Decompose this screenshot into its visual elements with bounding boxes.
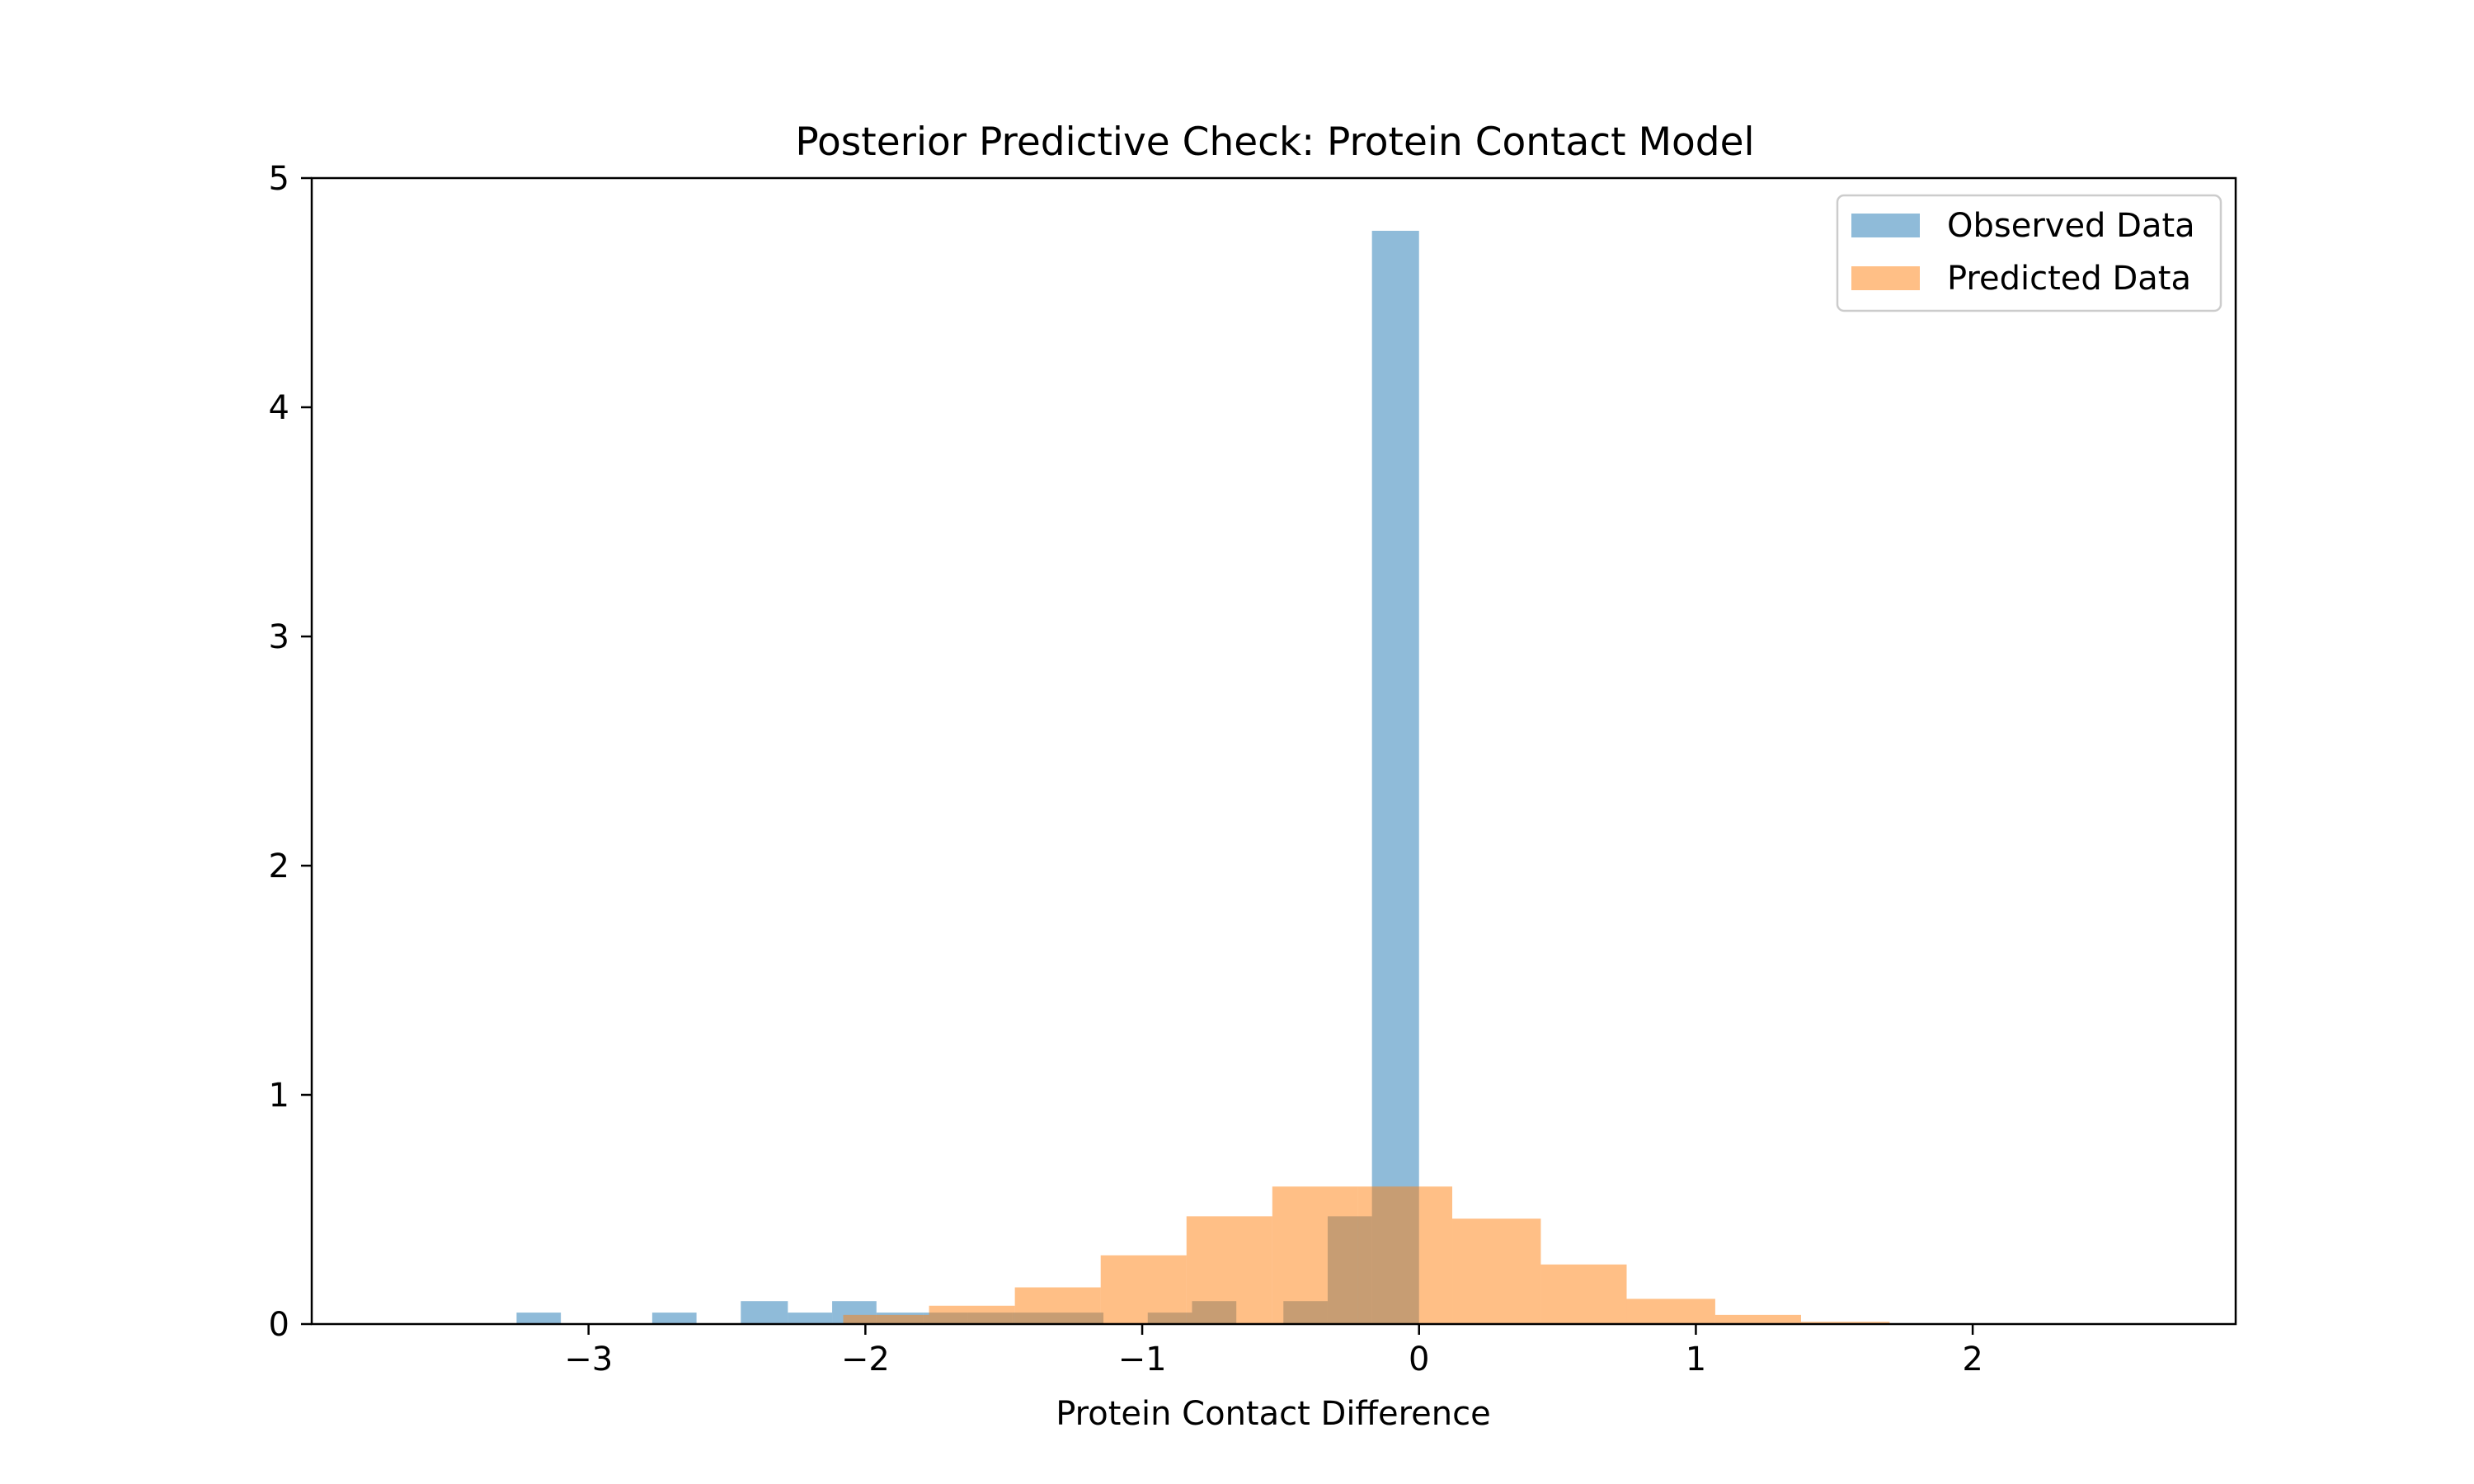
legend-box bbox=[1836, 194, 2222, 312]
bar-series-1-bin-2 bbox=[651, 1313, 697, 1324]
bar-series-2-bin-2 bbox=[929, 1305, 1015, 1324]
bar-series-1-bin-3 bbox=[741, 1301, 788, 1324]
bar-series-1-bin-4 bbox=[788, 1313, 833, 1324]
x-tick-label: 2 bbox=[1962, 1341, 1982, 1378]
legend-swatch-1 bbox=[1851, 214, 1920, 237]
x-axis: −3 −2 −1 0 1 2 bbox=[564, 1324, 1983, 1378]
y-tick-label: 5 bbox=[269, 160, 289, 198]
x-tick-label: 0 bbox=[1409, 1341, 1429, 1378]
bar-series-2-bin-1 bbox=[843, 1314, 929, 1324]
bar-series-2-bin-8 bbox=[1452, 1219, 1541, 1324]
plot-frame bbox=[310, 176, 2237, 1326]
y-axis: 0 1 2 3 4 5 bbox=[269, 160, 312, 1344]
x-tick-label: −1 bbox=[1118, 1341, 1167, 1378]
y-tick-label: 2 bbox=[269, 848, 289, 885]
bar-series-2-bin-12 bbox=[1800, 1322, 1890, 1324]
bars-layer bbox=[516, 230, 1890, 1325]
x-tick-label: −3 bbox=[564, 1341, 613, 1378]
bar-series-2-bin-10 bbox=[1626, 1298, 1715, 1324]
y-tick-label: 0 bbox=[269, 1306, 289, 1344]
bar-series-2-bin-9 bbox=[1540, 1264, 1627, 1324]
legend-label-2: Predicted Data bbox=[1947, 260, 2191, 298]
y-tick-label: 3 bbox=[269, 618, 289, 656]
legend-swatch-2 bbox=[1851, 266, 1920, 290]
x-axis-label: Protein Contact Difference bbox=[1056, 1395, 1490, 1433]
series-2-bars bbox=[843, 1186, 1890, 1324]
bar-series-2-bin-4 bbox=[1100, 1255, 1187, 1324]
legend-label-1: Observed Data bbox=[1947, 207, 2195, 245]
chart-title: Posterior Predictive Check: Protein Cont… bbox=[795, 120, 1754, 165]
bar-series-2-bin-5 bbox=[1186, 1216, 1272, 1324]
bar-series-2-bin-3 bbox=[1014, 1287, 1101, 1324]
bar-series-2-bin-7 bbox=[1357, 1186, 1453, 1324]
x-tick-label: 1 bbox=[1686, 1341, 1706, 1378]
x-tick-label: −2 bbox=[841, 1341, 890, 1378]
bar-series-2-bin-6 bbox=[1272, 1186, 1358, 1324]
bar-series-1-bin-1 bbox=[516, 1313, 562, 1324]
bar-series-1-bin-15 bbox=[1371, 230, 1419, 1325]
y-tick-label: 1 bbox=[269, 1077, 289, 1115]
legend: Observed Data Predicted Data bbox=[1836, 194, 2222, 312]
y-tick-label: 4 bbox=[269, 389, 289, 427]
bar-series-2-bin-11 bbox=[1714, 1314, 1801, 1324]
